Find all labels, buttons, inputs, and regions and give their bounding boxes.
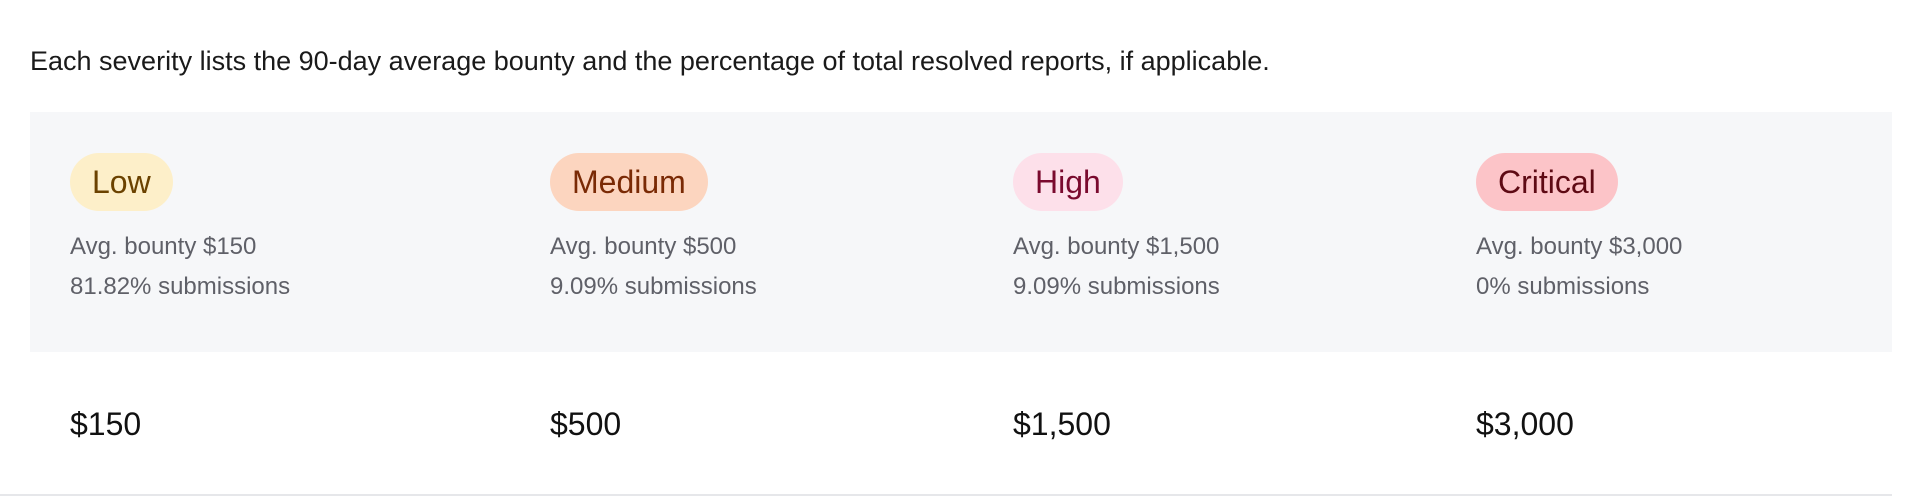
bounty-value-low: $150 — [70, 406, 142, 442]
severity-description: Each severity lists the 90-day average b… — [30, 46, 1270, 76]
severity-badge: High — [1013, 153, 1123, 211]
submission-share: 81.82% submissions — [70, 273, 291, 300]
severity-badge: Medium — [550, 153, 708, 211]
severity-badge: Critical — [1476, 153, 1618, 211]
severity-critical: Critical Avg. bounty $3,000 0% submission… — [1476, 153, 1682, 307]
bounty-values-row: $150 $500 $1,500 $3,000 — [0, 352, 1892, 496]
bounty-value-high: $1,500 — [1013, 406, 1111, 442]
severity-summary-panel: Low Avg. bounty $150 81.82% submissions M… — [30, 112, 1892, 352]
severity-medium: Medium Avg. bounty $500 9.09% submissions — [550, 153, 757, 307]
bounty-value-medium: $500 — [550, 406, 622, 442]
bounty-value-critical: $3,000 — [1476, 406, 1574, 442]
submission-share: 9.09% submissions — [1013, 273, 1220, 300]
avg-bounty: Avg. bounty $1,500 — [1013, 233, 1220, 260]
severity-low: Low Avg. bounty $150 81.82% submissions — [70, 153, 290, 307]
avg-bounty: Avg. bounty $3,000 — [1476, 233, 1683, 260]
submission-share: 9.09% submissions — [550, 273, 757, 300]
submission-share: 0% submissions — [1476, 273, 1650, 300]
avg-bounty: Avg. bounty $500 — [550, 233, 737, 260]
severity-badge: Low — [70, 153, 173, 211]
avg-bounty: Avg. bounty $150 — [70, 233, 257, 260]
severity-high: High Avg. bounty $1,500 9.09% submissions — [1013, 153, 1220, 307]
